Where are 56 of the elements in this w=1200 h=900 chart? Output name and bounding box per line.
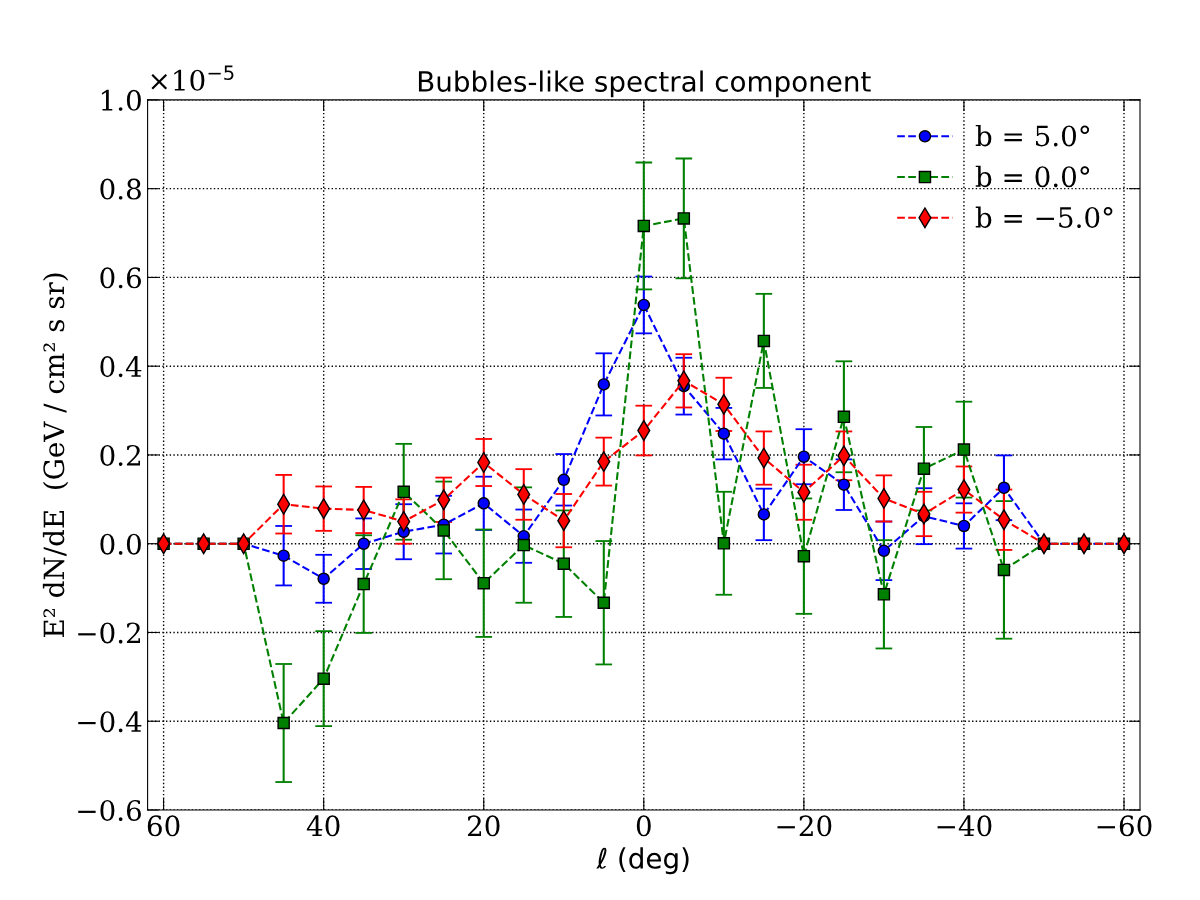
legend-label: b = 0.0° bbox=[975, 165, 1090, 188]
point bbox=[557, 557, 571, 570]
y-axis-title: E² dN/dE (GeV / cm² s sr) bbox=[42, 273, 69, 638]
y-tick-label: 0.8 bbox=[100, 178, 141, 200]
point bbox=[437, 524, 450, 537]
point bbox=[597, 596, 611, 609]
y-tick-label: −0.4 bbox=[78, 711, 142, 733]
legend-label: b = 5.0° bbox=[975, 124, 1090, 147]
point bbox=[957, 443, 971, 456]
point bbox=[357, 537, 370, 550]
point bbox=[357, 577, 370, 591]
point bbox=[637, 298, 651, 312]
point bbox=[517, 538, 531, 552]
chart-title: Bubbles-like spectral component bbox=[418, 70, 871, 98]
point bbox=[837, 410, 851, 424]
y-tick-label: 0.4 bbox=[100, 356, 142, 378]
x-tick-label: 40 bbox=[306, 815, 340, 837]
point bbox=[477, 497, 490, 510]
x-tick-label: −20 bbox=[777, 815, 832, 837]
x-tick-label: 20 bbox=[467, 815, 500, 837]
x-tick-label: −40 bbox=[937, 815, 992, 837]
point bbox=[717, 537, 731, 550]
point bbox=[837, 478, 851, 491]
point bbox=[677, 212, 691, 225]
x-tick-label: −60 bbox=[1097, 815, 1152, 837]
point bbox=[957, 519, 971, 533]
point bbox=[637, 219, 651, 233]
y-tick-label: 1.0 bbox=[101, 89, 141, 111]
y-tick-label: −0.6 bbox=[78, 799, 141, 821]
point bbox=[717, 427, 731, 440]
legend-label: b = −5.0° bbox=[975, 206, 1113, 228]
point bbox=[997, 563, 1011, 577]
text: ×10$^{−5}$ bbox=[151, 65, 234, 91]
y-tick-label: 0.2 bbox=[100, 444, 141, 466]
x-tick-label: 60 bbox=[147, 815, 180, 837]
point bbox=[997, 481, 1011, 495]
x-axis-title: ℓ (deg) bbox=[596, 847, 689, 875]
point bbox=[917, 462, 931, 475]
y-tick-label: −0.2 bbox=[78, 622, 141, 644]
point bbox=[477, 576, 490, 590]
point bbox=[557, 473, 571, 487]
y-tick-label: 0.6 bbox=[100, 267, 141, 289]
x-tick-label: 0 bbox=[636, 815, 651, 837]
point bbox=[797, 549, 811, 563]
point bbox=[877, 544, 891, 558]
point bbox=[757, 508, 771, 521]
point bbox=[277, 549, 290, 562]
point bbox=[277, 716, 290, 730]
point bbox=[757, 334, 771, 348]
point bbox=[317, 572, 330, 586]
point bbox=[597, 378, 611, 391]
point bbox=[317, 672, 330, 685]
y-tick-label: 0.0 bbox=[100, 533, 141, 555]
point bbox=[797, 450, 811, 463]
point bbox=[397, 485, 410, 499]
point bbox=[877, 588, 891, 601]
